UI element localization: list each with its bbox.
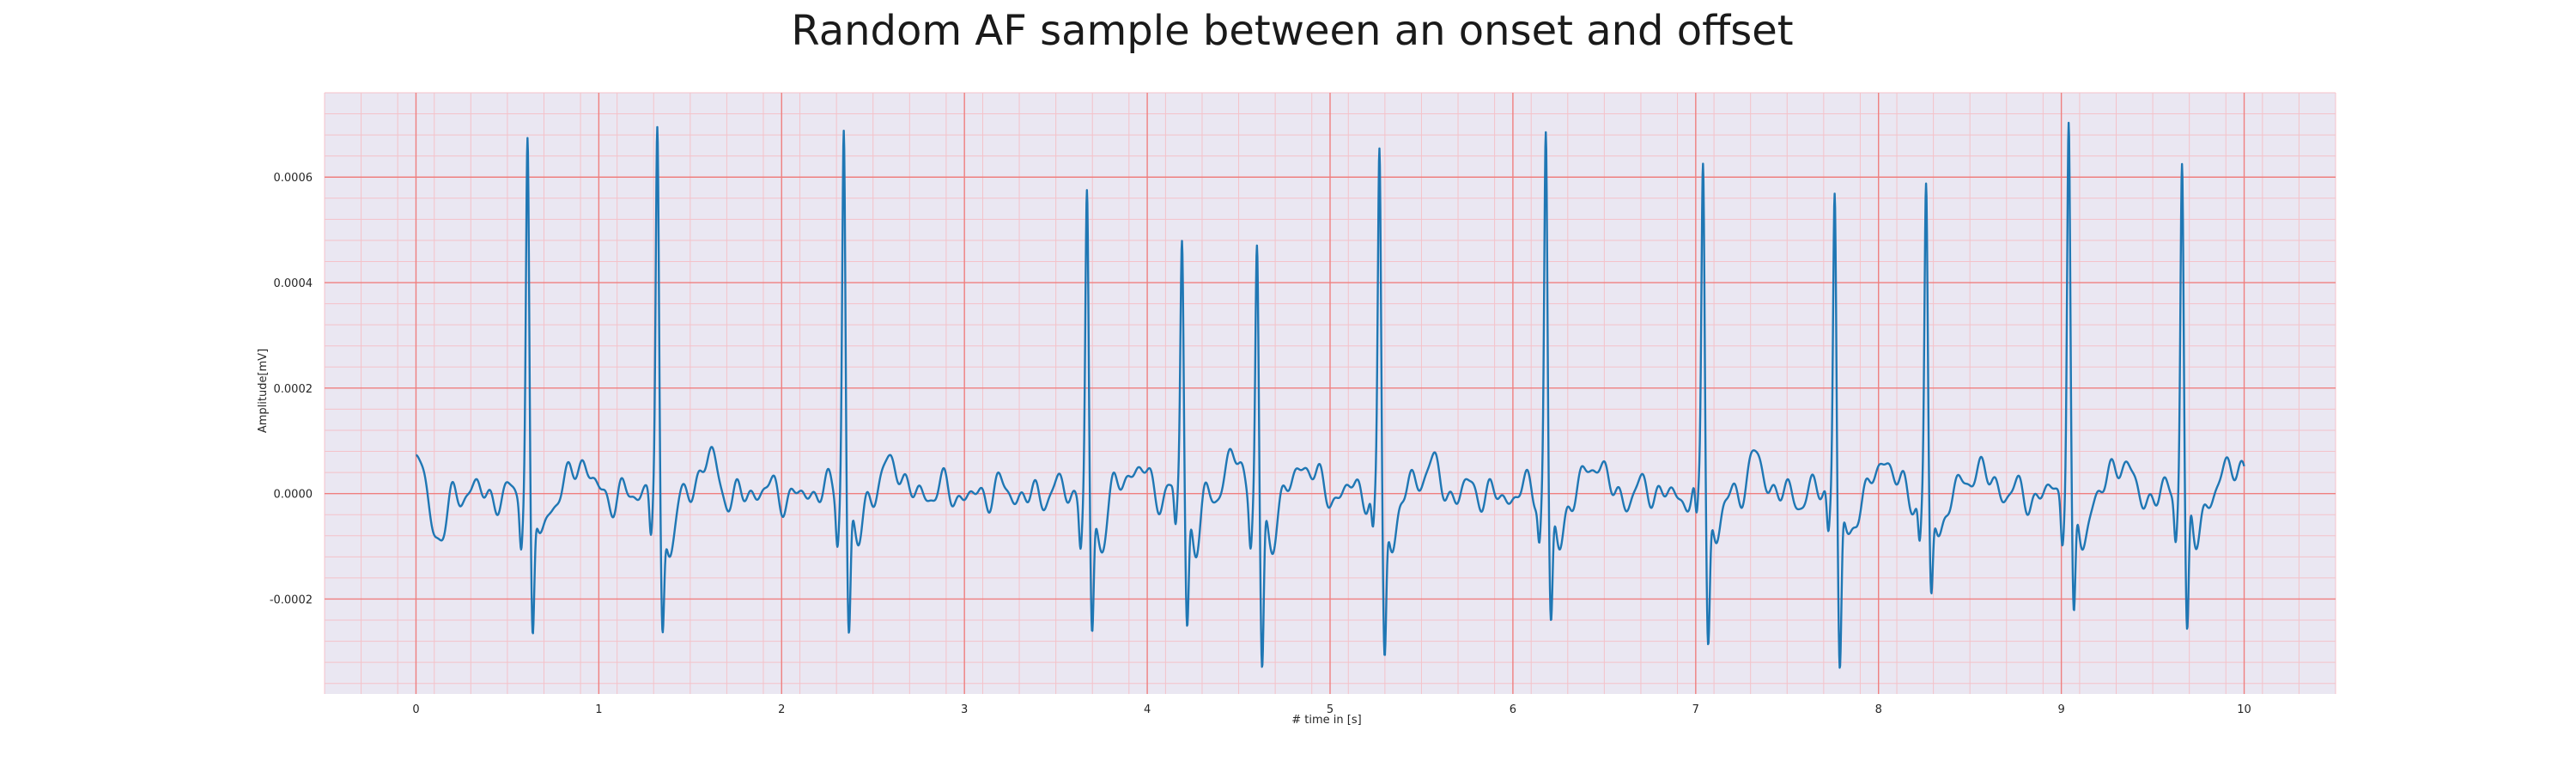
ecg-signal-line — [415, 121, 2245, 669]
y-tick-label: 0.0004 — [274, 277, 313, 290]
y-tick-label: 0.0006 — [274, 172, 313, 185]
x-tick-label: 3 — [961, 703, 968, 716]
y-axis-ticks: -0.0002 0.0000 0.0002 0.0004 0.0006 — [270, 172, 313, 606]
x-tick-label: 7 — [1692, 703, 1699, 716]
chart-title: Random AF sample between an onset and of… — [791, 7, 1793, 55]
x-tick-label: 2 — [778, 703, 785, 716]
y-tick-label: 0.0002 — [274, 383, 313, 396]
y-tick-label: -0.0002 — [270, 593, 313, 606]
x-axis-label: # time in [s] — [1291, 714, 1361, 727]
y-axis-label: Amplitude[mV] — [257, 349, 270, 433]
x-axis-ticks: 0 1 2 3 4 5 6 7 8 9 10 — [412, 703, 2251, 716]
y-tick-label: 0.0000 — [274, 489, 313, 502]
x-tick-label: 5 — [1327, 703, 1334, 716]
x-tick-label: 4 — [1144, 703, 1151, 716]
x-tick-label: 8 — [1875, 703, 1882, 716]
x-tick-label: 0 — [412, 703, 419, 716]
x-tick-label: 10 — [2237, 703, 2251, 716]
x-tick-label: 9 — [2057, 703, 2064, 716]
x-tick-label: 6 — [1510, 703, 1516, 716]
x-tick-label: 1 — [595, 703, 602, 716]
